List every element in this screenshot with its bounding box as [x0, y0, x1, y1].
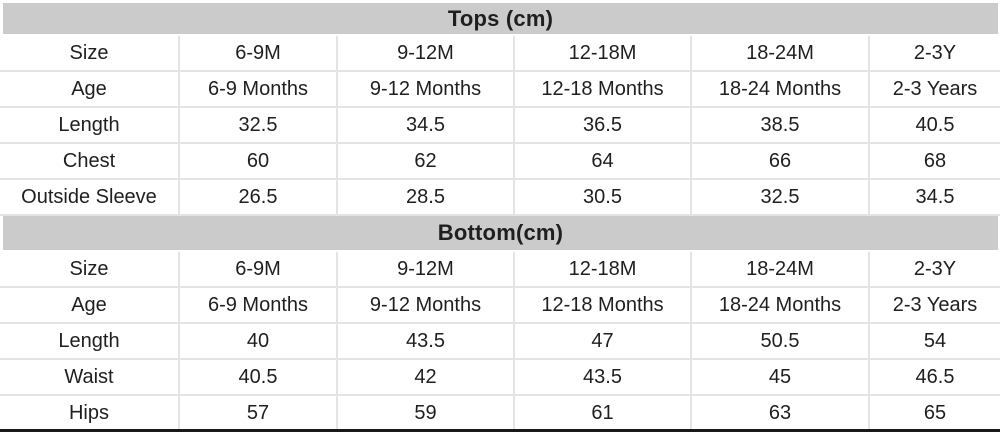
- value-cell: 43.5: [338, 324, 515, 358]
- table-row: Chest 60 62 64 66 68: [0, 144, 1000, 180]
- value-cell: 66: [692, 144, 870, 178]
- value-cell: 68: [923, 149, 947, 172]
- row-label-cell: Age: [0, 288, 180, 322]
- value-cell: 43.5: [515, 360, 692, 394]
- value-cell: 2-3Y: [913, 257, 957, 280]
- value-cell: 62: [338, 144, 515, 178]
- value-cell: 45: [692, 360, 870, 394]
- value-cell: 64: [515, 144, 692, 178]
- value-cell: 40: [180, 324, 338, 358]
- value-cell: 26.5: [180, 180, 338, 214]
- value-cell: 2-3 Years: [892, 293, 978, 316]
- value-cell: 42: [338, 360, 515, 394]
- table-row: Age 6-9 Months 9-12 Months 12-18 Months …: [0, 288, 1000, 324]
- row-label-cell: Age: [0, 72, 180, 106]
- value-cell: 12-18M: [515, 36, 692, 70]
- value-cell: 32.5: [180, 108, 338, 142]
- value-cell: 9-12M: [338, 252, 515, 286]
- value-cell: 9-12M: [338, 36, 515, 70]
- value-cell: 9-12 Months: [338, 288, 515, 322]
- row-label-cell: Size: [0, 36, 180, 70]
- value-cell: 12-18M: [515, 252, 692, 286]
- value-cell: 9-12 Months: [338, 72, 515, 106]
- row-label-cell: Outside Sleeve: [0, 180, 180, 214]
- row-label-cell: Length: [0, 324, 180, 358]
- value-cell: 28.5: [338, 180, 515, 214]
- value-cell: 6-9M: [180, 252, 338, 286]
- section-title: Tops (cm): [0, 0, 1000, 36]
- value-cell: 54: [923, 329, 947, 352]
- row-label-cell: Length: [0, 108, 180, 142]
- value-cell: 18-24M: [692, 36, 870, 70]
- row-label-cell: Hips: [0, 396, 180, 429]
- value-cell: 30.5: [515, 180, 692, 214]
- value-cell: 18-24M: [692, 252, 870, 286]
- value-cell: 34.5: [338, 108, 515, 142]
- value-cell: 47: [515, 324, 692, 358]
- value-cell: 63: [692, 396, 870, 429]
- value-cell: 12-18 Months: [515, 288, 692, 322]
- table-row: Size 6-9M 9-12M 12-18M 18-24M 2-3Y: [0, 36, 1000, 72]
- value-cell: 36.5: [515, 108, 692, 142]
- value-cell: 40.5: [915, 113, 955, 136]
- value-cell: 18-24 Months: [692, 288, 870, 322]
- value-cell: 46.5: [915, 365, 955, 388]
- table-row: Waist 40.5 42 43.5 45 46.5: [0, 360, 1000, 396]
- table-row: Length 32.5 34.5 36.5 38.5 40.5: [0, 108, 1000, 144]
- section-title: Bottom(cm): [0, 216, 1000, 252]
- row-label-cell: Size: [0, 252, 180, 286]
- value-cell: 40.5: [180, 360, 338, 394]
- value-cell: 34.5: [915, 185, 955, 208]
- value-cell: 6-9 Months: [180, 72, 338, 106]
- value-cell: 38.5: [692, 108, 870, 142]
- table-row: Size 6-9M 9-12M 12-18M 18-24M 2-3Y: [0, 252, 1000, 288]
- value-cell: 61: [515, 396, 692, 429]
- table-row: Outside Sleeve 26.5 28.5 30.5 32.5 34.5: [0, 180, 1000, 216]
- value-cell: 18-24 Months: [692, 72, 870, 106]
- row-label-cell: Chest: [0, 144, 180, 178]
- value-cell: 2-3Y: [913, 41, 957, 64]
- table-row: Hips 57 59 61 63 65: [0, 396, 1000, 429]
- value-cell: 6-9 Months: [180, 288, 338, 322]
- value-cell: 32.5: [692, 180, 870, 214]
- value-cell: 50.5: [692, 324, 870, 358]
- value-cell: 65: [923, 401, 947, 424]
- value-cell: 6-9M: [180, 36, 338, 70]
- value-cell: 59: [338, 396, 515, 429]
- value-cell: 2-3 Years: [892, 77, 978, 100]
- table-row: Length 40 43.5 47 50.5 54: [0, 324, 1000, 360]
- value-cell: 12-18 Months: [515, 72, 692, 106]
- row-label-cell: Waist: [0, 360, 180, 394]
- table-row: Age 6-9 Months 9-12 Months 12-18 Months …: [0, 72, 1000, 108]
- value-cell: 60: [180, 144, 338, 178]
- value-cell: 57: [180, 396, 338, 429]
